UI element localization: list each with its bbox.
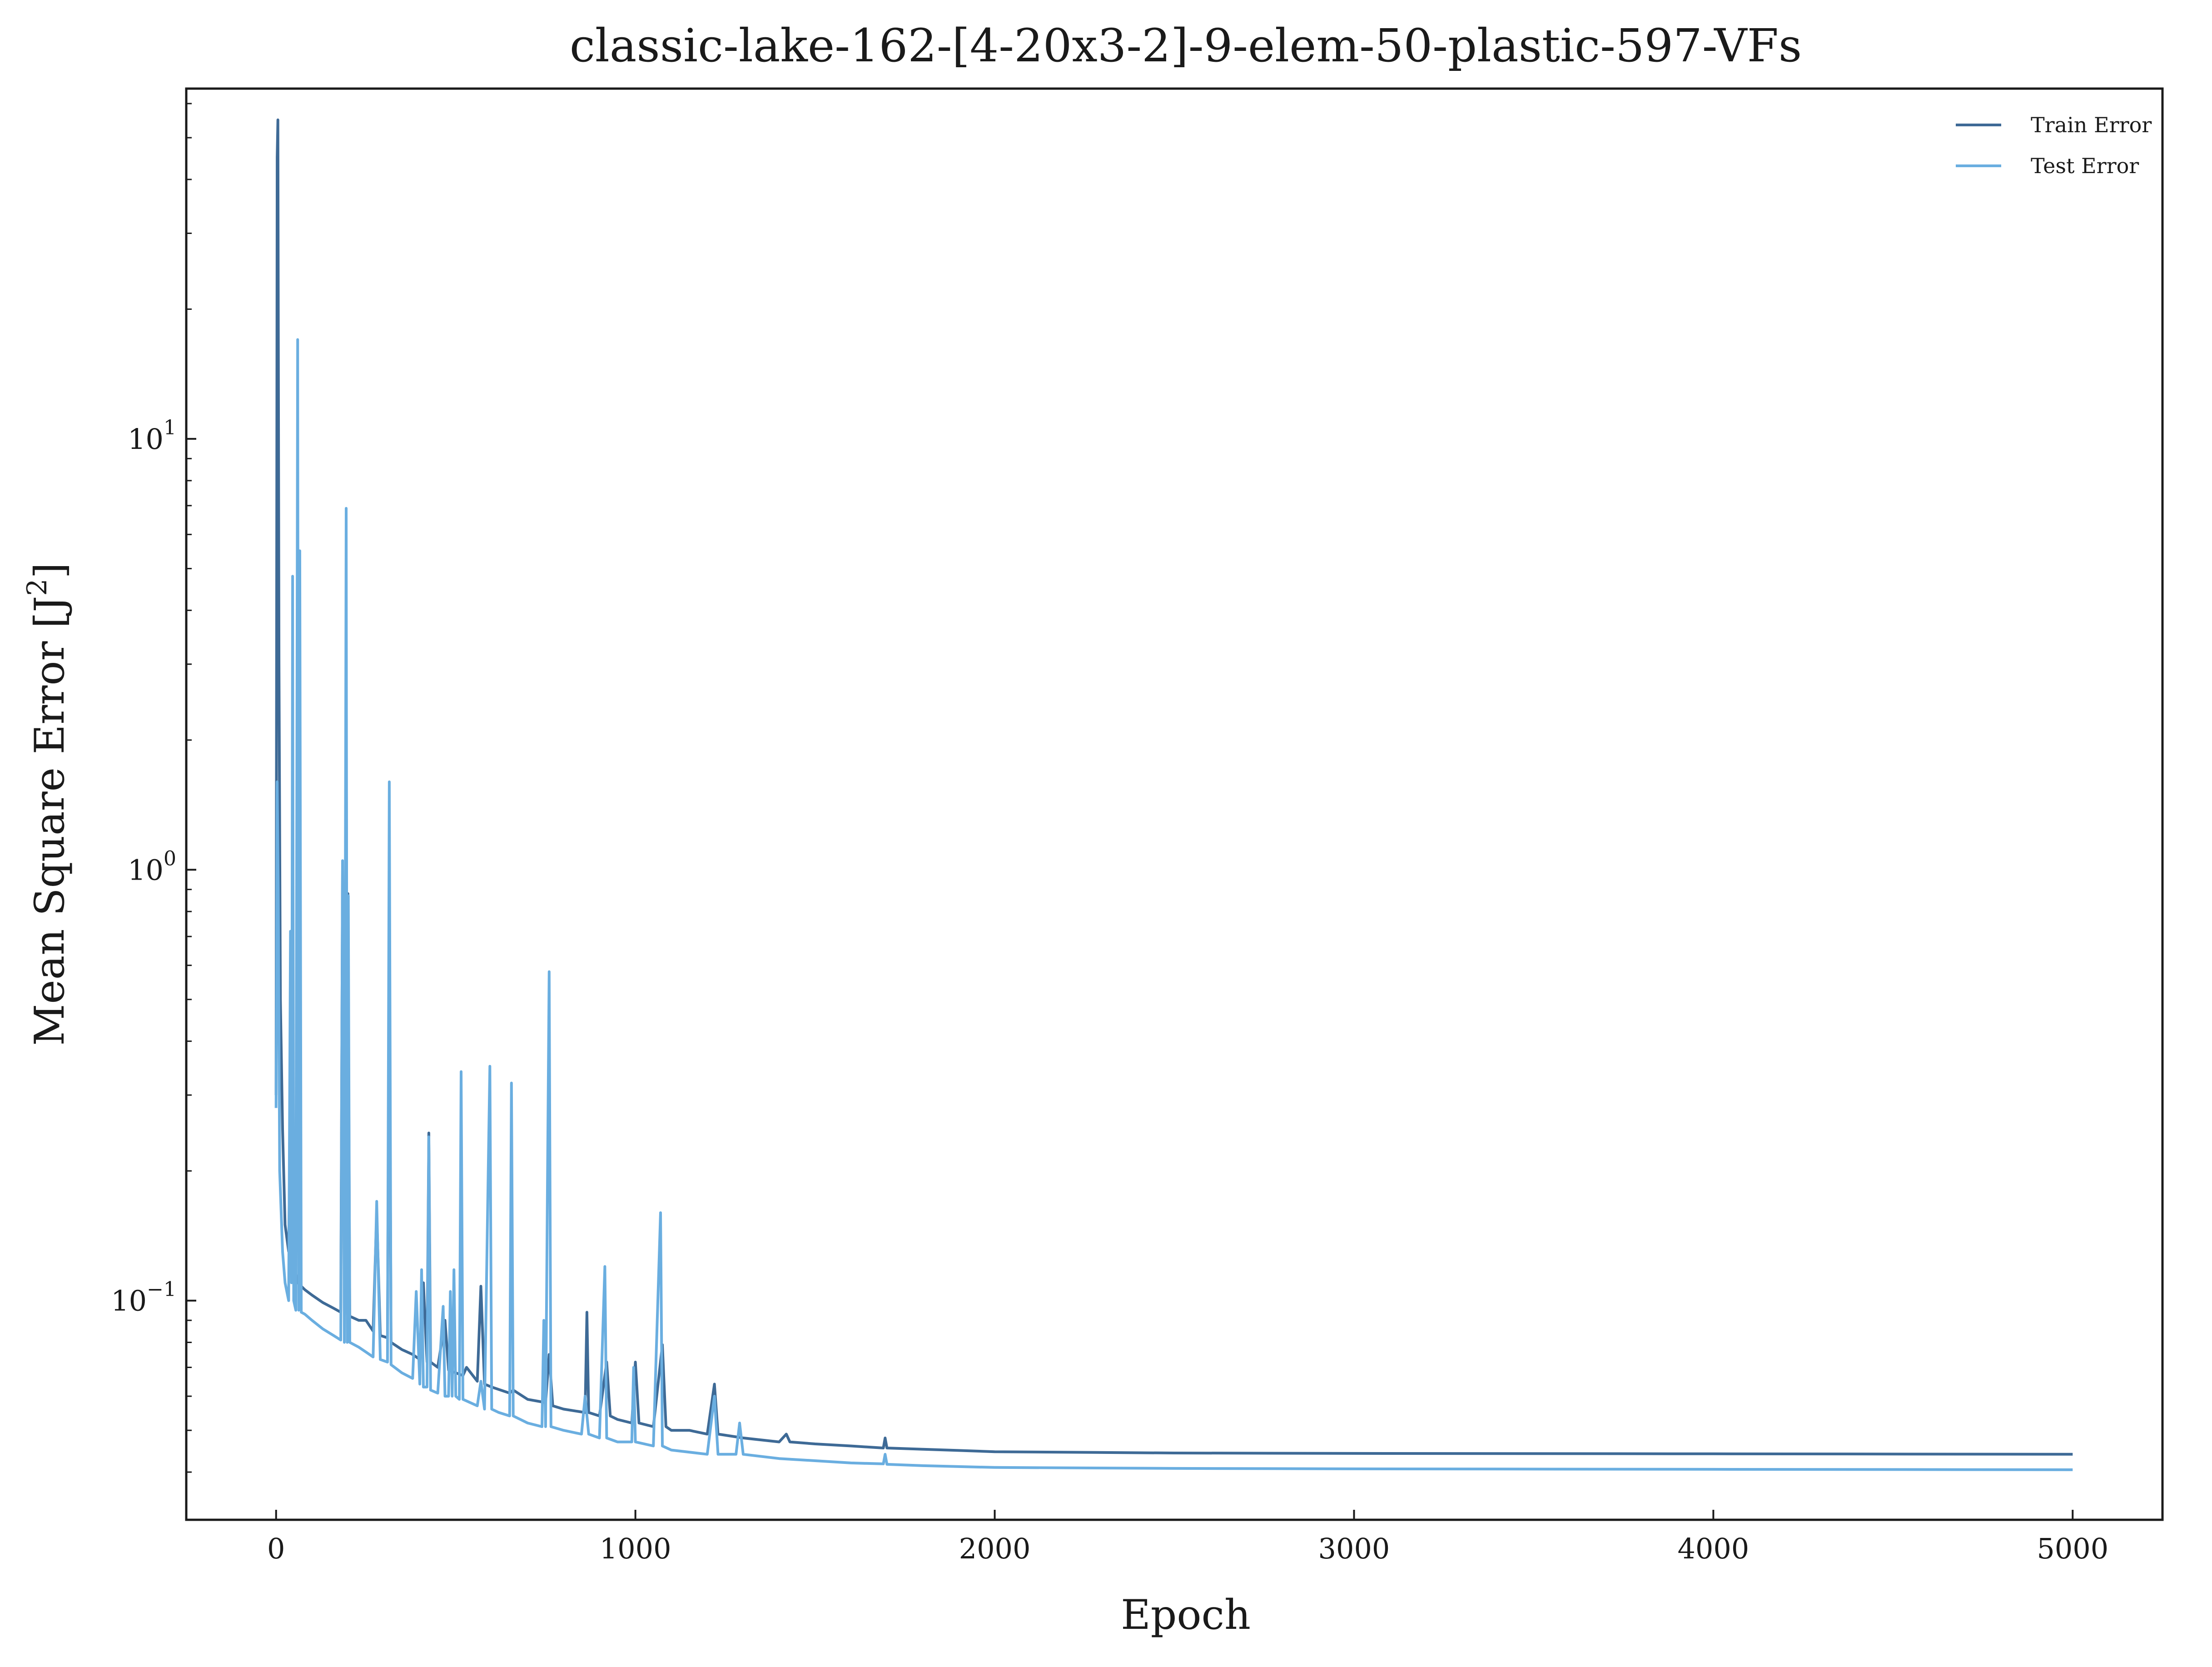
y-tick-label: 10−1 — [111, 1278, 176, 1318]
series-line-train-error — [274, 118, 2073, 1456]
x-tick-label: 4000 — [1677, 1532, 1749, 1565]
y-axis-label-superscript: 2 — [21, 578, 53, 596]
x-tick-label: 3000 — [1318, 1532, 1390, 1565]
y-axis-label-main: Mean Square Error [J — [26, 596, 74, 1046]
series-line-test-error — [274, 338, 2073, 1471]
chart-title: classic-lake-162-[4-20x3-2]-9-elem-50-pl… — [570, 19, 1802, 72]
legend: Train Error Test Error — [1956, 113, 2152, 178]
y-axis-label: Mean Square Error [J2] — [21, 562, 74, 1046]
legend-label: Train Error — [2031, 113, 2152, 137]
x-axis-ticks: 0 1000 2000 3000 4000 5000 — [267, 1510, 2108, 1565]
x-tick-label: 1000 — [600, 1532, 671, 1565]
x-tick-label: 0 — [267, 1532, 285, 1565]
y-tick-label: 100 — [128, 847, 176, 886]
x-tick-label: 5000 — [2037, 1532, 2108, 1565]
y-tick-label: 101 — [128, 416, 176, 456]
y-axis-label-close: ] — [26, 562, 74, 578]
plot-frame — [185, 87, 2164, 1521]
plot-lines — [274, 118, 2073, 1471]
x-tick-label: 2000 — [959, 1532, 1031, 1565]
y-axis-ticks: 10−1 100 101 — [111, 103, 196, 1473]
x-axis-label: Epoch — [1121, 1591, 1251, 1639]
legend-label: Test Error — [2031, 154, 2139, 178]
